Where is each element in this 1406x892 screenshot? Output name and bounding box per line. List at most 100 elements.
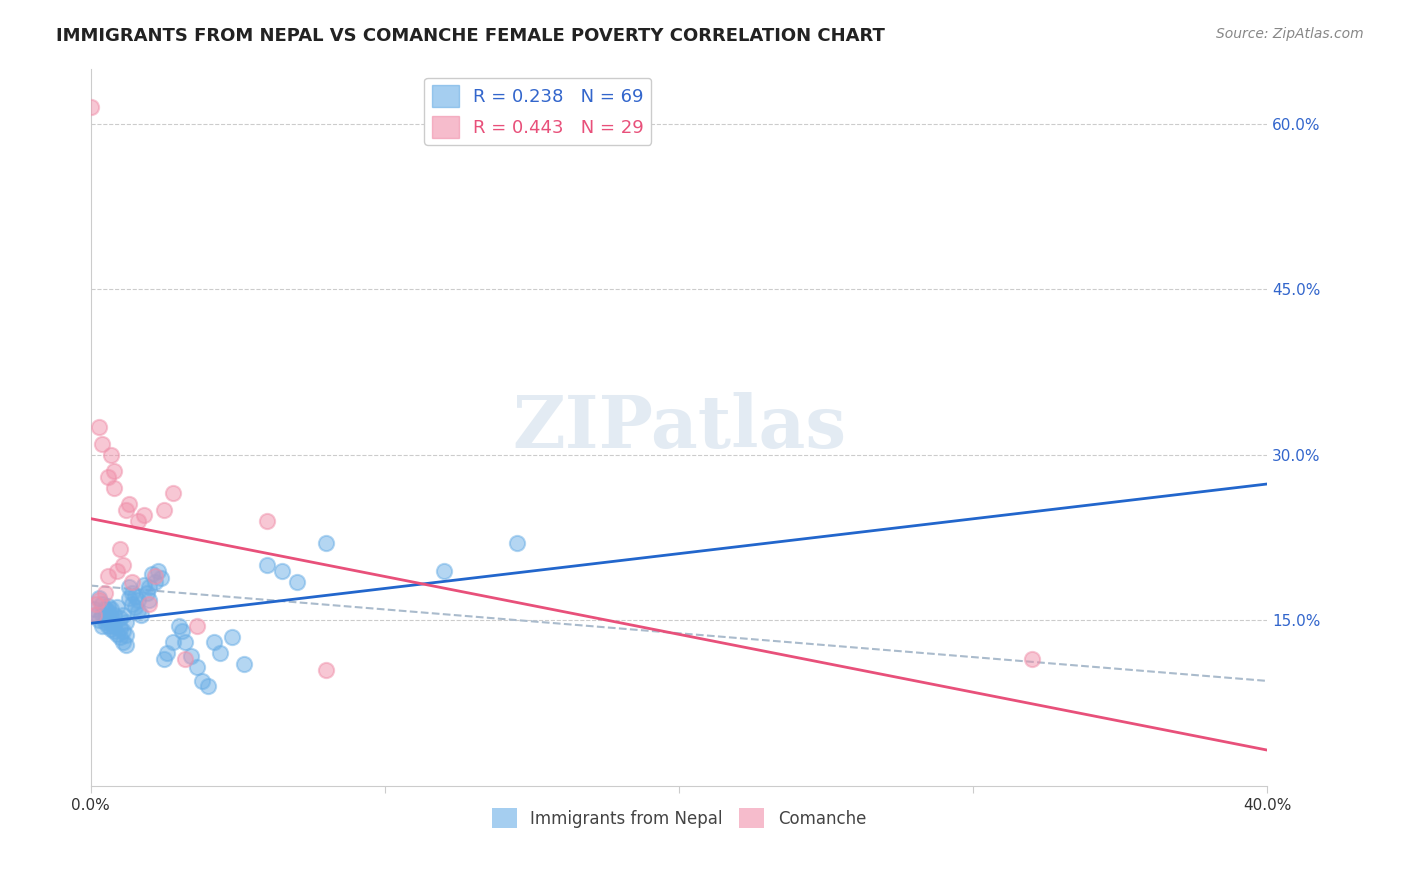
Point <box>153 652 176 666</box>
Point <box>143 574 166 589</box>
Point <box>141 566 163 581</box>
Point <box>100 610 122 624</box>
Point <box>124 589 146 603</box>
Point <box>180 648 202 663</box>
Point <box>111 624 134 639</box>
Point <box>103 464 125 478</box>
Point <box>97 604 120 618</box>
Point <box>86 607 108 622</box>
Point <box>108 611 131 625</box>
Point <box>433 564 456 578</box>
Point <box>127 514 149 528</box>
Point <box>111 635 134 649</box>
Point <box>256 558 278 573</box>
Point <box>143 569 166 583</box>
Point <box>232 657 254 672</box>
Point <box>89 591 111 606</box>
Point <box>170 624 193 639</box>
Point <box>186 659 208 673</box>
Point <box>103 619 125 633</box>
Point <box>83 602 105 616</box>
Point <box>103 481 125 495</box>
Point <box>89 613 111 627</box>
Point <box>118 497 141 511</box>
Point <box>127 593 149 607</box>
Point <box>156 646 179 660</box>
Point <box>97 470 120 484</box>
Point <box>124 600 146 615</box>
Point <box>100 622 122 636</box>
Point <box>167 619 190 633</box>
Text: IMMIGRANTS FROM NEPAL VS COMANCHE FEMALE POVERTY CORRELATION CHART: IMMIGRANTS FROM NEPAL VS COMANCHE FEMALE… <box>56 27 886 45</box>
Point <box>115 615 138 630</box>
Point <box>221 630 243 644</box>
Point <box>285 574 308 589</box>
Point <box>94 585 117 599</box>
Point <box>129 607 152 622</box>
Point <box>315 663 337 677</box>
Point <box>138 580 160 594</box>
Point <box>173 635 195 649</box>
Point <box>91 436 114 450</box>
Point <box>138 593 160 607</box>
Point <box>162 635 184 649</box>
Text: Source: ZipAtlas.com: Source: ZipAtlas.com <box>1216 27 1364 41</box>
Point <box>111 558 134 573</box>
Point <box>209 646 232 660</box>
Point <box>270 564 292 578</box>
Point <box>148 564 170 578</box>
Point <box>115 503 138 517</box>
Point <box>153 503 176 517</box>
Point <box>115 627 138 641</box>
Point <box>91 607 114 622</box>
Point <box>191 673 214 688</box>
Point <box>79 100 101 114</box>
Point <box>162 486 184 500</box>
Point <box>108 541 131 556</box>
Point <box>173 652 195 666</box>
Point <box>108 630 131 644</box>
Point <box>115 638 138 652</box>
Point <box>103 624 125 639</box>
Point <box>111 607 134 622</box>
Point <box>94 611 117 625</box>
Point <box>103 607 125 622</box>
Point <box>135 585 157 599</box>
Point <box>132 508 155 523</box>
Point <box>89 420 111 434</box>
Point <box>105 600 128 615</box>
Point <box>91 619 114 633</box>
Point <box>105 564 128 578</box>
Point <box>105 626 128 640</box>
Point <box>91 597 114 611</box>
Point <box>86 597 108 611</box>
Text: ZIPatlas: ZIPatlas <box>512 392 846 463</box>
Point <box>100 615 122 630</box>
Point <box>202 635 225 649</box>
Point <box>97 569 120 583</box>
Point <box>197 680 219 694</box>
Point <box>121 585 143 599</box>
Point <box>121 597 143 611</box>
Point <box>138 597 160 611</box>
Point <box>97 619 120 633</box>
Point <box>506 536 529 550</box>
Point <box>100 448 122 462</box>
Point <box>100 602 122 616</box>
Point <box>94 615 117 630</box>
Point <box>132 578 155 592</box>
Point <box>186 619 208 633</box>
Point <box>94 602 117 616</box>
Point <box>121 574 143 589</box>
Point <box>97 613 120 627</box>
Point <box>108 621 131 635</box>
Point <box>118 591 141 606</box>
Point <box>89 593 111 607</box>
Point <box>315 536 337 550</box>
Point <box>97 599 120 613</box>
Point <box>127 604 149 618</box>
Point <box>1021 652 1043 666</box>
Point <box>118 580 141 594</box>
Legend: Immigrants from Nepal, Comanche: Immigrants from Nepal, Comanche <box>485 801 873 835</box>
Point <box>83 607 105 622</box>
